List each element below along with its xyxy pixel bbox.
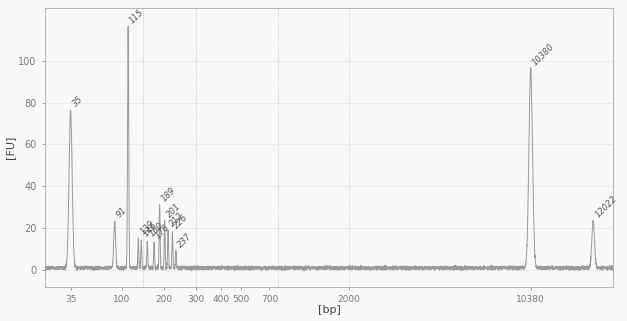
Text: 146: 146 [141, 221, 159, 239]
Text: 10380: 10380 [530, 42, 556, 67]
Text: 160: 160 [147, 221, 165, 239]
Y-axis label: [FU]: [FU] [6, 136, 16, 159]
Text: 226: 226 [172, 213, 190, 230]
Text: 189: 189 [160, 185, 177, 203]
Text: 35: 35 [71, 95, 85, 109]
Text: 237: 237 [176, 231, 194, 249]
Text: 201: 201 [165, 202, 182, 220]
Text: 212: 212 [168, 210, 186, 228]
Text: 176: 176 [154, 223, 172, 241]
X-axis label: [bp]: [bp] [318, 306, 340, 316]
Text: 12022: 12022 [593, 195, 619, 220]
Text: 115: 115 [128, 7, 146, 25]
Text: 91: 91 [115, 206, 129, 220]
Text: 139: 139 [139, 219, 156, 237]
